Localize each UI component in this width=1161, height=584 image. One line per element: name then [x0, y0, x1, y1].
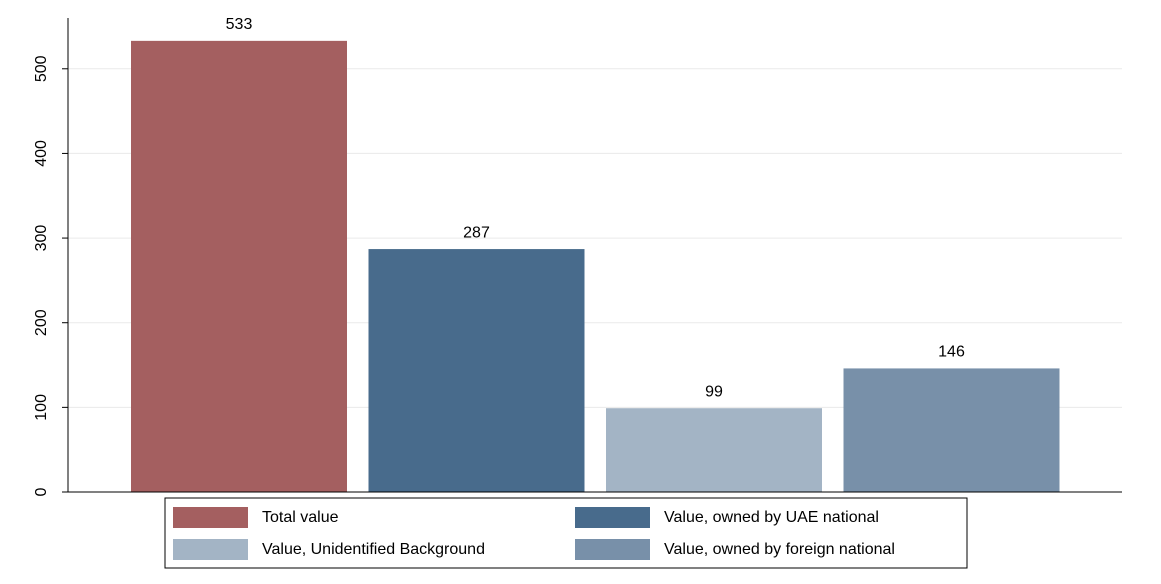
- y-tick-label: 0: [33, 487, 50, 496]
- bar: [843, 368, 1060, 492]
- legend-label: Value, owned by foreign national: [664, 541, 895, 558]
- legend-swatch: [173, 507, 248, 528]
- legend-swatch: [173, 539, 248, 560]
- bar: [131, 40, 347, 492]
- y-tick-label: 300: [33, 225, 50, 252]
- legend-label: Value, owned by UAE national: [664, 509, 879, 526]
- y-tick-label: 400: [33, 140, 50, 167]
- y-tick-label: 500: [33, 55, 50, 82]
- bar: [368, 249, 585, 492]
- value-label: 99: [705, 383, 723, 400]
- legend-label: Total value: [262, 509, 339, 526]
- value-label: 533: [226, 16, 253, 33]
- value-label: 287: [463, 224, 490, 241]
- y-tick-label: 100: [33, 394, 50, 421]
- legend-swatch: [575, 539, 650, 560]
- legend-label: Value, Unidentified Background: [262, 541, 485, 558]
- legend-box: [164, 497, 968, 569]
- legend-swatch: [575, 507, 650, 528]
- value-label: 146: [938, 344, 965, 361]
- y-tick-label: 200: [33, 309, 50, 336]
- bar: [606, 408, 822, 492]
